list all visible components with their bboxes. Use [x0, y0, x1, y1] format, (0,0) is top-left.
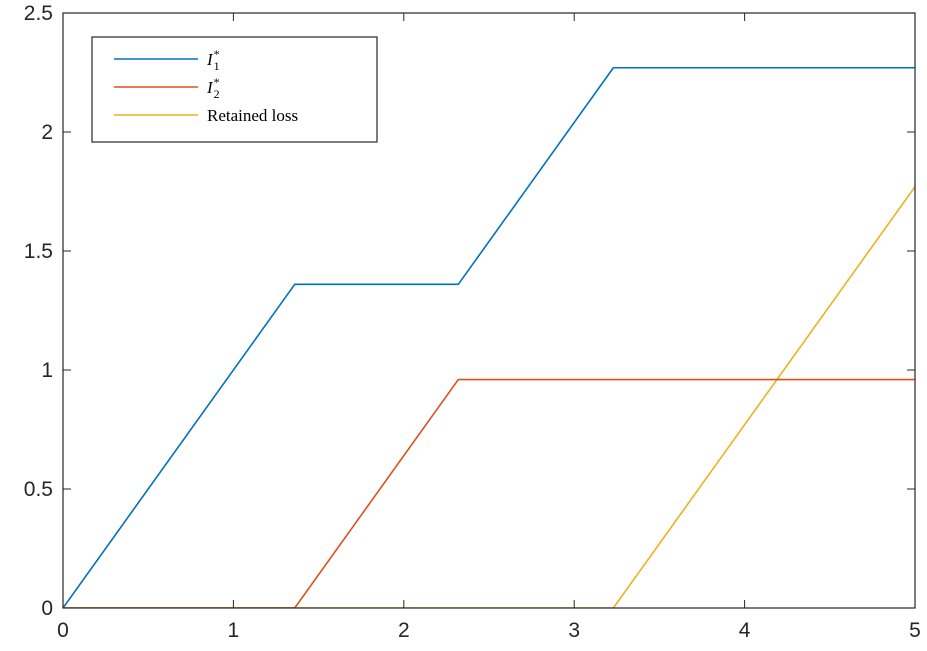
x-tick-label: 5 — [909, 619, 921, 642]
y-tick-label: 0.5 — [24, 478, 53, 501]
legend-label-subscript: 1 — [214, 59, 220, 73]
legend-label-base: I — [206, 50, 214, 69]
legend-label-base: I — [206, 78, 214, 97]
x-tick-label: 0 — [57, 619, 69, 642]
legend-label-superscript: * — [214, 47, 220, 61]
y-tick-label: 1 — [41, 359, 53, 382]
y-tick-label: 2.5 — [24, 2, 53, 25]
x-tick-label: 3 — [568, 619, 580, 642]
legend-label-retained-loss: Retained loss — [207, 106, 298, 125]
y-tick-label: 0 — [41, 597, 53, 620]
x-tick-label: 4 — [739, 619, 751, 642]
series-line-i1 — [63, 66, 915, 608]
legend-box — [91, 36, 378, 143]
series-line-retained-loss — [63, 186, 915, 608]
plot-area-frame — [62, 12, 916, 609]
legend-label-subscript: 2 — [214, 87, 220, 101]
series-layer — [63, 66, 915, 608]
y-tick-label: 1.5 — [24, 240, 53, 263]
ticks-layer: 0 1 2 3 4 5 0 0.5 1 1.5 2 2.5 — [24, 2, 921, 642]
legend-label-superscript: * — [214, 75, 220, 89]
legend-label-i1: I* 1 — [206, 47, 220, 73]
y-tick-label: 2 — [41, 121, 53, 144]
x-tick-label: 1 — [228, 619, 240, 642]
legend-label-i2: I* 2 — [206, 75, 220, 101]
series-line-i2 — [63, 378, 915, 608]
x-tick-label: 2 — [398, 619, 410, 642]
